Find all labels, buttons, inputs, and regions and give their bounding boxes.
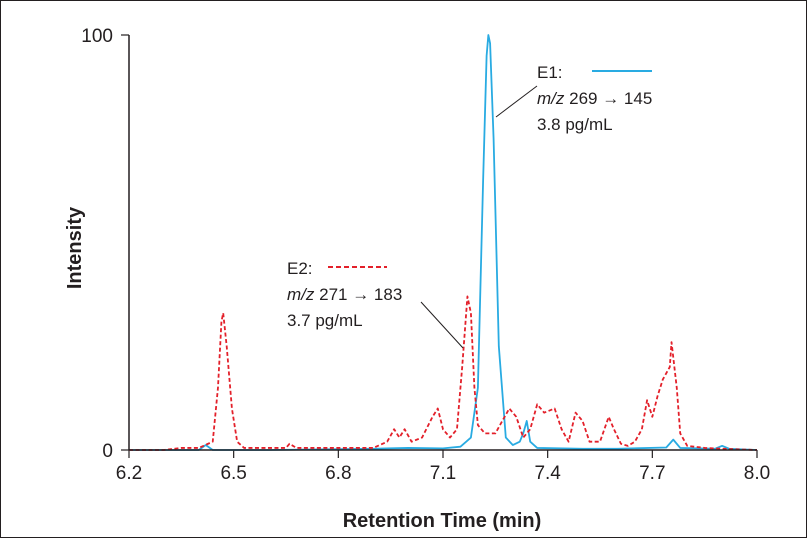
y-axis: 0 100 <box>81 26 129 462</box>
annotation-e2: E2: m/z 271 → 183 3.7 pg/mL <box>287 259 464 349</box>
series-line-e1 <box>129 34 758 451</box>
annotation-e1-concentration: 3.8 pg/mL <box>537 115 613 134</box>
x-axis-title: Retention Time (min) <box>343 510 542 532</box>
x-axis: 6.2 6.5 6.8 7.1 7.4 7.7 8.0 <box>116 450 770 484</box>
annotation-e1-transition: m/z 269 → 145 <box>537 89 652 108</box>
annotation-e2-leader <box>420 301 464 349</box>
x-tick-label: 6.2 <box>116 463 142 484</box>
plot-area <box>129 34 758 451</box>
y-tick-label: 100 <box>81 26 113 47</box>
annotation-e2-transition: m/z 271 → 183 <box>287 285 402 304</box>
x-tick-label: 6.5 <box>220 463 246 484</box>
x-tick-label: 7.4 <box>534 463 561 484</box>
y-tick-label: 0 <box>102 441 113 462</box>
x-tick-label: 8.0 <box>744 463 770 484</box>
annotation-e1-name: E1: <box>537 63 563 82</box>
x-tick-label: 7.1 <box>430 463 456 484</box>
annotation-e2-name: E2: <box>287 259 313 278</box>
y-axis-title: Intensity <box>64 206 86 289</box>
series-line-e2 <box>129 295 758 451</box>
x-tick-label: 6.8 <box>325 463 351 484</box>
annotation-e1-leader <box>495 85 538 118</box>
annotation-e2-concentration: 3.7 pg/mL <box>287 311 363 330</box>
x-tick-label: 7.7 <box>639 463 665 484</box>
annotation-e1: E1: m/z 269 → 145 3.8 pg/mL <box>495 63 652 134</box>
